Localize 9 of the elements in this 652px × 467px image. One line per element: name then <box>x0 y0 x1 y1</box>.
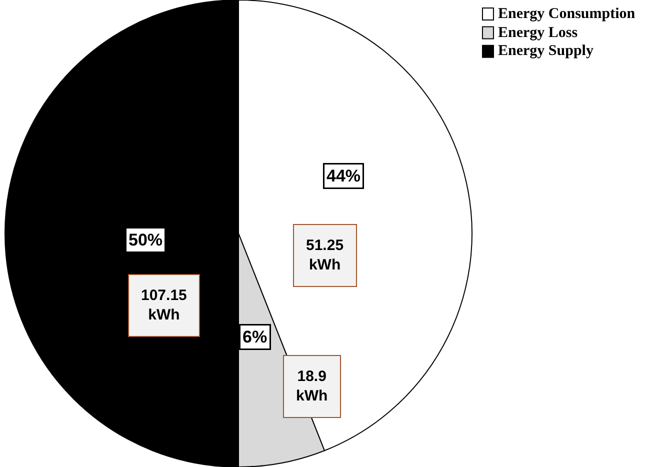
text: 18.9 kWh <box>296 368 328 404</box>
data-label: 6% <box>242 328 268 346</box>
text: 107.15 kWh <box>141 287 187 324</box>
text: 51.25 kWh <box>306 237 344 274</box>
legend-label: Energy Consumption <box>498 6 636 22</box>
legend-label: Energy Loss <box>498 25 578 41</box>
legend-label: Energy Supply <box>498 43 594 59</box>
data-label: 44% <box>326 166 361 186</box>
data-label: 50% <box>128 230 163 250</box>
